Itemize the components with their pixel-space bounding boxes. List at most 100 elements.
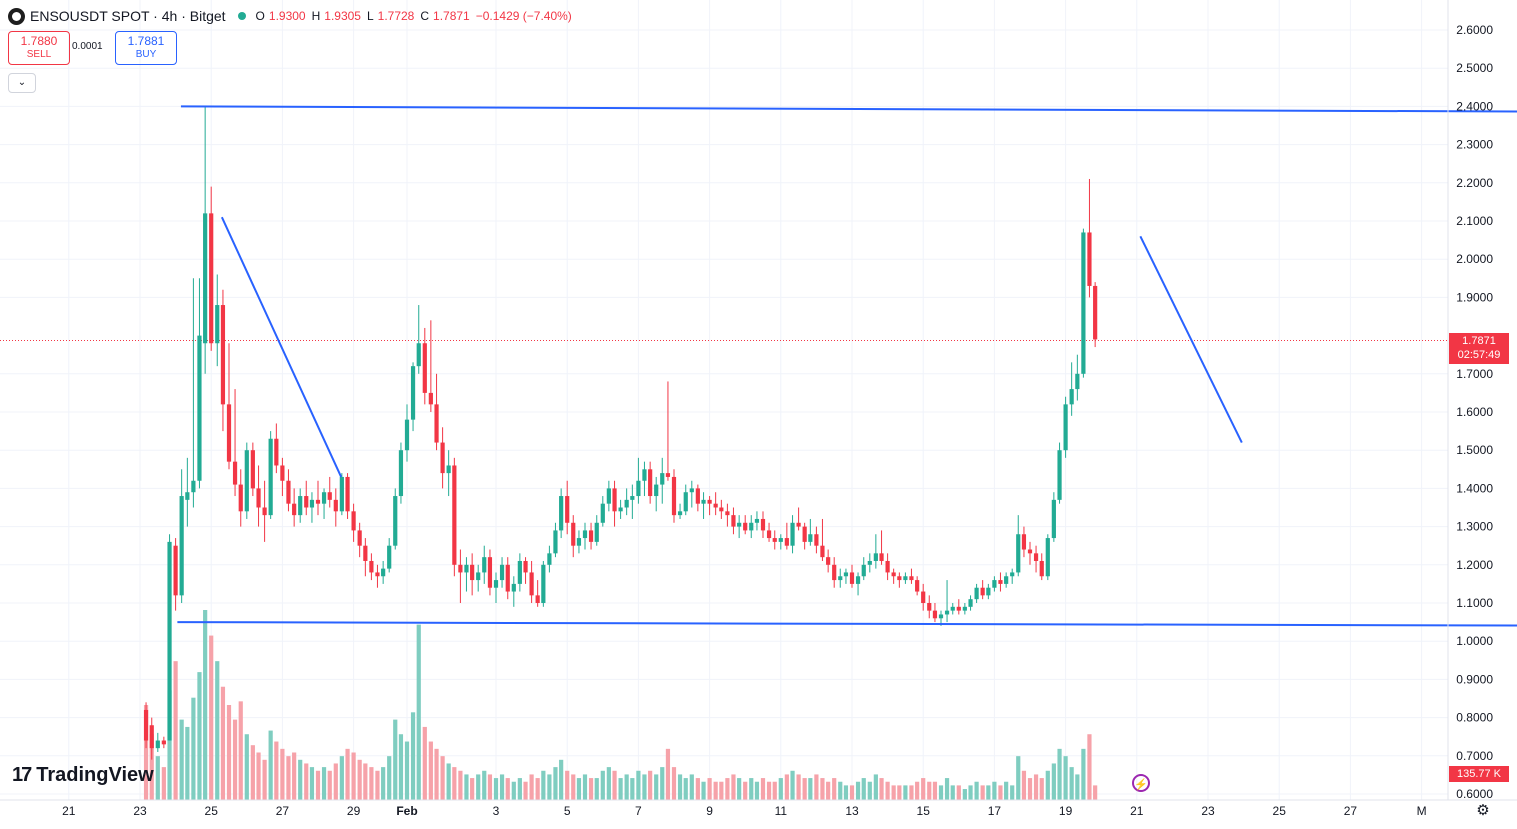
trendlines[interactable] bbox=[177, 105, 1517, 627]
y-tick-label: 1.0000 bbox=[1456, 634, 1493, 648]
candle-body bbox=[256, 488, 261, 508]
x-tick-label: 11 bbox=[775, 804, 788, 818]
candle-body bbox=[932, 610, 938, 619]
candle-body bbox=[903, 576, 908, 581]
y-tick-label: 2.3000 bbox=[1456, 138, 1493, 152]
sell-button[interactable]: 1.7880 SELL bbox=[8, 31, 70, 65]
buy-button[interactable]: 1.7881 BUY bbox=[115, 31, 177, 65]
candle-body bbox=[992, 580, 997, 588]
volume-bar bbox=[915, 781, 920, 800]
volume-bar bbox=[903, 785, 908, 800]
y-tick-label: 1.1000 bbox=[1456, 596, 1493, 610]
volume-bar bbox=[351, 752, 356, 800]
candle-body bbox=[191, 480, 196, 493]
candle-body bbox=[879, 553, 884, 561]
candle-body bbox=[143, 709, 149, 741]
volume-bar bbox=[713, 781, 718, 800]
candle-body bbox=[683, 492, 688, 512]
y-tick-label: 2.0000 bbox=[1456, 252, 1493, 266]
candle-body bbox=[665, 473, 671, 477]
candle-body bbox=[630, 496, 635, 500]
trendline-support[interactable] bbox=[177, 621, 1517, 627]
volume-bar bbox=[535, 778, 540, 800]
high-value: 1.9305 bbox=[324, 9, 361, 23]
volume-bar bbox=[980, 785, 985, 800]
candle-body bbox=[885, 560, 890, 573]
candle-body bbox=[713, 503, 718, 508]
lightning-icon[interactable]: ⚡ bbox=[1132, 774, 1150, 792]
symbol-title[interactable]: ENSOUSDT SPOT · 4h · Bitget bbox=[30, 8, 226, 24]
y-tick-label: 2.6000 bbox=[1456, 23, 1493, 37]
volume-bar bbox=[369, 767, 374, 800]
volume-bar bbox=[553, 767, 558, 800]
volume-bar bbox=[1033, 774, 1039, 800]
candle-body bbox=[215, 305, 220, 344]
volume-bar bbox=[173, 661, 178, 800]
trendline-decline-1[interactable] bbox=[220, 216, 343, 478]
candle-body bbox=[648, 469, 653, 497]
collapse-button[interactable]: ⌄ bbox=[8, 73, 36, 93]
candle-body bbox=[927, 603, 932, 611]
y-tick-label: 2.1000 bbox=[1456, 214, 1493, 228]
price-axis[interactable]: 2.6000 2.5000 2.4000 2.3000 2.2000 2.1000 2.00… bbox=[1456, 23, 1493, 801]
time-axis[interactable]: 21 23 25 27 29 Feb 3 5 7 9 11 13 15 17 19 21 23 25 27 M bbox=[62, 804, 1426, 818]
volume-bar bbox=[802, 778, 807, 800]
candle-body bbox=[1027, 549, 1033, 554]
settings-gear-icon[interactable]: ⚙ bbox=[1476, 802, 1490, 819]
volume-bar bbox=[1010, 785, 1015, 800]
candle-body bbox=[173, 545, 178, 596]
volume-bar bbox=[244, 734, 249, 800]
last-price-value: 1.7871 bbox=[1462, 335, 1496, 347]
candle-body bbox=[737, 522, 742, 527]
sell-label: SELL bbox=[26, 49, 52, 60]
volume-bar bbox=[867, 781, 872, 800]
candlesticks bbox=[143, 106, 1098, 760]
candle-body bbox=[470, 564, 475, 581]
candle-body bbox=[292, 503, 297, 516]
volume-bar bbox=[760, 778, 766, 800]
volume-tag: 135.77 K bbox=[1449, 766, 1509, 782]
volume-bar bbox=[458, 770, 463, 800]
volume-bar bbox=[1039, 778, 1044, 800]
candle-body bbox=[220, 305, 226, 405]
candle-body bbox=[772, 538, 777, 542]
volume-bar bbox=[464, 774, 469, 800]
candle-body bbox=[832, 564, 837, 581]
x-tick-label: 17 bbox=[988, 804, 1002, 818]
trendline-decline-2[interactable] bbox=[1139, 235, 1243, 444]
high-label: H bbox=[311, 9, 321, 23]
volume-bar bbox=[499, 774, 505, 800]
volume-bar bbox=[956, 785, 961, 800]
volume-bar bbox=[357, 759, 362, 800]
candle-body bbox=[873, 553, 878, 561]
candle-body bbox=[250, 450, 255, 489]
candle-body bbox=[660, 473, 665, 485]
candle-body bbox=[232, 461, 238, 485]
volume-bar bbox=[333, 763, 338, 800]
volume-bar bbox=[511, 781, 516, 800]
y-tick-label: 1.2000 bbox=[1456, 558, 1493, 572]
volume-bar bbox=[280, 748, 285, 800]
candle-body bbox=[1033, 553, 1039, 561]
volume-bar bbox=[743, 781, 748, 800]
volume-bar bbox=[238, 701, 243, 800]
candle-body bbox=[161, 740, 166, 745]
candle-body bbox=[315, 499, 321, 504]
volume-bar bbox=[523, 781, 528, 800]
volume-bar bbox=[298, 759, 303, 800]
candle-body bbox=[582, 530, 588, 539]
volume-bar bbox=[309, 767, 315, 800]
candle-body bbox=[749, 522, 754, 531]
candle-body bbox=[398, 450, 404, 497]
tradingview-logo[interactable]: 17 TradingView bbox=[12, 764, 154, 787]
candle-body bbox=[980, 587, 985, 596]
candle-body bbox=[209, 213, 214, 344]
x-tick-label: 21 bbox=[62, 804, 76, 818]
candle-body bbox=[1057, 450, 1062, 500]
candle-body bbox=[808, 534, 813, 542]
volume-bar bbox=[1093, 785, 1098, 800]
volume-bar bbox=[897, 785, 902, 800]
x-tick-label: 25 bbox=[1273, 804, 1287, 818]
trendline-resistance[interactable] bbox=[180, 105, 1517, 113]
